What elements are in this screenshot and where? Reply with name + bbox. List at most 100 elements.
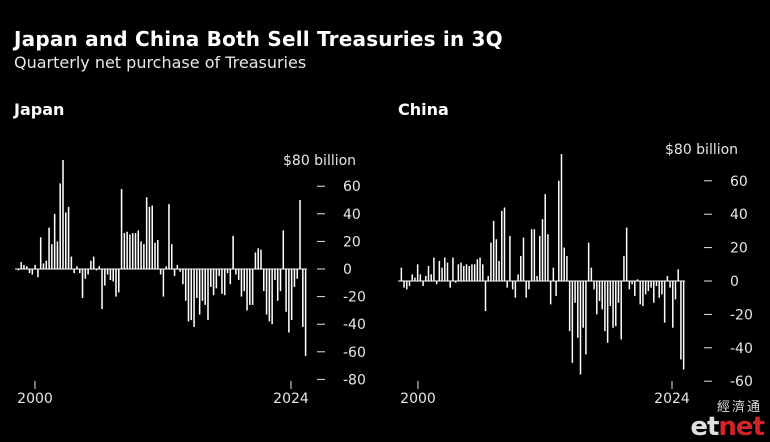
bar bbox=[221, 269, 223, 294]
bar bbox=[73, 269, 75, 274]
y-tick-label: -60 bbox=[730, 374, 753, 390]
panel-title-china: China bbox=[398, 100, 449, 119]
bar bbox=[109, 269, 112, 281]
bar bbox=[210, 269, 212, 287]
bar bbox=[148, 206, 151, 269]
bar bbox=[134, 233, 137, 269]
bar bbox=[509, 235, 511, 281]
bar bbox=[154, 242, 156, 269]
bar bbox=[631, 281, 633, 285]
bar bbox=[76, 266, 78, 269]
bar bbox=[498, 260, 500, 281]
bar bbox=[623, 255, 625, 281]
bar bbox=[644, 281, 647, 295]
bar bbox=[590, 267, 593, 281]
bar bbox=[647, 281, 650, 292]
bar bbox=[129, 234, 131, 269]
bar bbox=[263, 269, 265, 292]
bar bbox=[625, 227, 628, 281]
bar bbox=[457, 264, 460, 281]
bar bbox=[106, 269, 109, 275]
bar bbox=[514, 281, 517, 298]
bar bbox=[271, 269, 273, 325]
bar bbox=[620, 281, 622, 340]
bar bbox=[525, 281, 527, 298]
bar bbox=[634, 281, 636, 297]
bar bbox=[190, 269, 193, 321]
bar bbox=[293, 269, 296, 287]
bar bbox=[449, 281, 451, 288]
bar bbox=[179, 269, 181, 272]
bar bbox=[265, 269, 268, 315]
bar bbox=[506, 281, 508, 288]
y-tick-label: 60 bbox=[730, 174, 748, 190]
y-tick-label: 60 bbox=[343, 179, 361, 195]
bar bbox=[145, 197, 148, 269]
bar bbox=[606, 281, 609, 343]
bar bbox=[452, 257, 454, 281]
bar bbox=[78, 269, 81, 274]
bar bbox=[522, 237, 525, 281]
x-tick-label: 2024 bbox=[273, 391, 309, 407]
bar bbox=[615, 281, 617, 327]
bar bbox=[536, 275, 538, 281]
bar bbox=[229, 269, 232, 285]
bar bbox=[212, 269, 215, 296]
bar bbox=[37, 269, 39, 278]
bar bbox=[419, 274, 422, 281]
bar bbox=[25, 266, 28, 269]
bar bbox=[218, 269, 220, 276]
bar bbox=[617, 281, 620, 303]
bar bbox=[159, 269, 162, 275]
bar bbox=[433, 257, 435, 281]
etnet-watermark: 經濟通 etnet bbox=[686, 396, 765, 442]
bar bbox=[454, 281, 457, 283]
y-tick-label: -80 bbox=[343, 372, 366, 388]
bar bbox=[34, 264, 36, 269]
y-tick-label: -40 bbox=[730, 341, 753, 357]
bar bbox=[490, 242, 492, 281]
bar bbox=[251, 269, 254, 305]
bar bbox=[115, 269, 117, 297]
bar bbox=[65, 212, 67, 269]
bar bbox=[476, 259, 479, 281]
bar bbox=[42, 263, 45, 269]
y-unit-label: $80 billion bbox=[283, 153, 356, 169]
bar bbox=[137, 230, 140, 269]
bar bbox=[168, 204, 170, 269]
bar bbox=[290, 269, 293, 321]
bar bbox=[198, 269, 201, 315]
bar bbox=[425, 275, 427, 281]
bar bbox=[604, 281, 606, 332]
bar bbox=[196, 269, 198, 298]
bar bbox=[435, 281, 438, 285]
bar bbox=[101, 269, 103, 310]
bar bbox=[566, 255, 568, 281]
bar bbox=[170, 244, 173, 269]
bar bbox=[495, 239, 498, 281]
bar bbox=[243, 269, 246, 292]
bar bbox=[650, 281, 652, 288]
bar bbox=[574, 281, 576, 303]
watermark-chinese-text: 經濟通 bbox=[716, 400, 762, 415]
bar bbox=[176, 264, 179, 269]
bar bbox=[460, 262, 462, 281]
bar bbox=[120, 188, 123, 269]
bar bbox=[143, 244, 145, 269]
bar bbox=[87, 269, 89, 275]
bar bbox=[674, 281, 677, 300]
bar bbox=[473, 264, 476, 281]
bar bbox=[28, 269, 31, 274]
bar bbox=[17, 269, 20, 271]
bar bbox=[95, 269, 98, 271]
bar bbox=[639, 281, 641, 305]
bar bbox=[479, 257, 481, 281]
y-unit-label: $80 billion bbox=[665, 142, 738, 158]
bar bbox=[636, 279, 639, 281]
bar bbox=[658, 281, 660, 298]
bar bbox=[593, 281, 595, 290]
bar bbox=[528, 281, 530, 290]
bar bbox=[232, 235, 234, 269]
bar bbox=[288, 269, 290, 333]
